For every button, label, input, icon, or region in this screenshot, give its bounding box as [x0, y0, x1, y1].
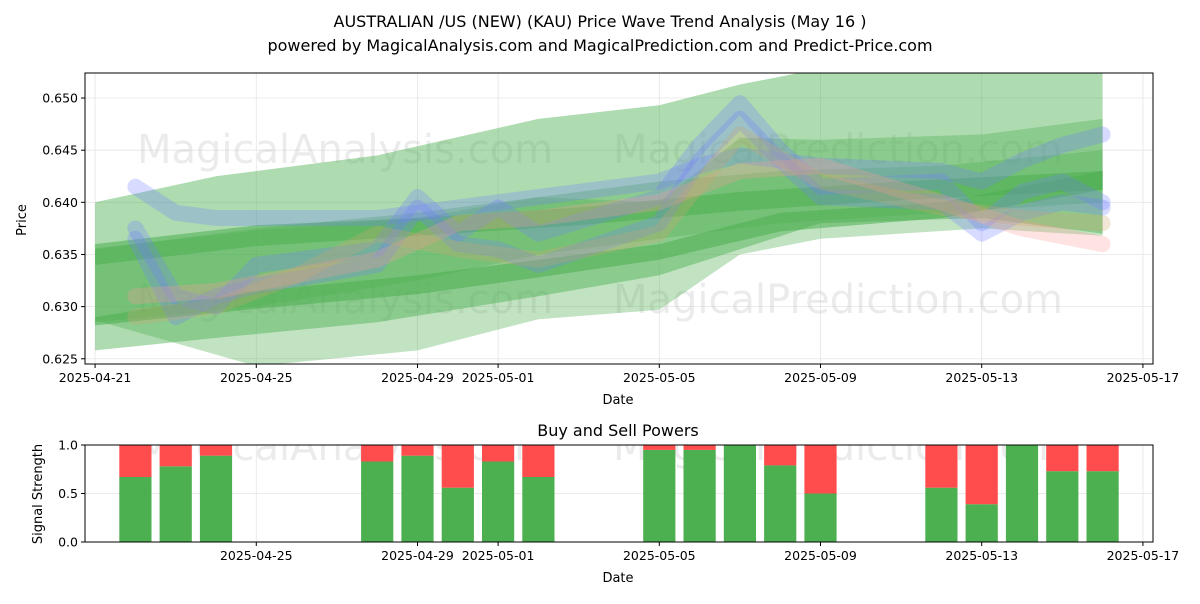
sell-bar [441, 445, 474, 488]
sell-bar [522, 445, 555, 477]
sell-bar [401, 445, 434, 456]
wave-line [127, 126, 1111, 226]
sell-bar [119, 445, 152, 477]
trend-band [95, 171, 1103, 326]
chart-subtitle: powered by MagicalAnalysis.com and Magic… [267, 36, 932, 55]
watermark: MagicalPrediction.com [613, 127, 1063, 173]
buy-bar [522, 477, 555, 542]
top-plot-frame [84, 72, 1154, 365]
top-x-tick-label: 2025-05-13 [945, 370, 1018, 385]
sell-bar [199, 445, 233, 456]
sell-bar [965, 445, 998, 505]
top-xlabel: Date [602, 393, 633, 408]
top-ylabel: Price [15, 204, 30, 236]
signal-plot: MagicalAnalysis.com MagicalPrediction.com… [58, 438, 1180, 564]
buy-bar [199, 455, 233, 542]
buy-bar [764, 465, 797, 542]
wave-line [127, 110, 1111, 326]
top-plot-area: MagicalAnalysis.com MagicalPrediction.com… [95, 73, 1111, 364]
top-x-tick-label: 2025-04-21 [59, 370, 132, 385]
buy-bar [159, 466, 192, 542]
chart-title: AUSTRALIAN /US (NEW) (KAU) Price Wave Tr… [334, 12, 867, 31]
buy-bar [683, 449, 716, 542]
wave-line [127, 157, 1111, 305]
top-y-tick-label: 0.635 [42, 247, 78, 262]
sell-bar [925, 445, 958, 488]
top-x-tick-label: 2025-05-01 [462, 370, 535, 385]
sell-bar [159, 445, 192, 467]
bottom-x-tick-label: 2025-05-17 [1107, 548, 1180, 563]
sell-bar [764, 445, 797, 466]
watermark: MagicalAnalysis.com [137, 127, 553, 173]
top-y-tick-label: 0.630 [42, 299, 78, 314]
buy-bar [804, 493, 837, 542]
buy-bar [643, 449, 676, 542]
buy-bar [1046, 471, 1079, 542]
top-x-tick-label: 2025-05-05 [623, 370, 696, 385]
bottom-xlabel: Date [602, 571, 633, 586]
trend-band [95, 171, 1103, 265]
bottom-y-tick-label: 0.5 [58, 486, 78, 501]
price-plot: MagicalAnalysis.com MagicalPrediction.com… [42, 72, 1180, 385]
bottom-x-tick-label: 2025-05-09 [784, 548, 857, 563]
watermark: MagicalPrediction.com [613, 277, 1063, 323]
wave-line [127, 126, 1111, 326]
bottom-x-tick-label: 2025-05-13 [945, 548, 1018, 563]
bottom-plot-area: MagicalAnalysis.com MagicalPrediction.com [119, 445, 1119, 542]
buy-bar [361, 461, 394, 542]
bottom-x-tick-label: 2025-04-25 [220, 548, 293, 563]
bottom-x-tick-label: 2025-05-01 [462, 548, 535, 563]
buy-bar [723, 445, 756, 542]
buy-bar [965, 504, 998, 542]
sell-bar [804, 445, 837, 494]
buy-bar [441, 487, 474, 542]
sell-bar [643, 445, 676, 450]
bottom-title: Buy and Sell Powers [537, 421, 699, 440]
bottom-y-tick-label: 0.0 [58, 535, 78, 550]
buy-bar [482, 461, 515, 542]
wave-line [127, 95, 1111, 315]
trend-band [95, 118, 1103, 364]
top-x-tick-label: 2025-04-25 [220, 370, 293, 385]
top-y-tick-label: 0.640 [42, 195, 78, 210]
sell-bar [683, 445, 716, 450]
top-x-tick-label: 2025-05-09 [784, 370, 857, 385]
buy-bar [119, 477, 152, 542]
top-y-tick-label: 0.625 [42, 351, 78, 366]
sell-bar [1046, 445, 1079, 472]
top-y-tick-label: 0.650 [42, 91, 78, 106]
buy-bar [1086, 471, 1119, 542]
buy-bar [925, 487, 958, 542]
bottom-x-tick-label: 2025-05-05 [623, 548, 696, 563]
bottom-x-tick-label: 2025-04-29 [381, 548, 454, 563]
sell-bar [1086, 445, 1119, 472]
sell-bar [361, 445, 394, 462]
top-x-tick-label: 2025-05-17 [1107, 370, 1180, 385]
bottom-y-tick-label: 1.0 [58, 438, 78, 453]
buy-bar [401, 455, 434, 542]
top-x-tick-label: 2025-04-29 [381, 370, 454, 385]
top-y-tick-label: 0.645 [42, 143, 78, 158]
bottom-ylabel: Signal Strength [31, 444, 46, 544]
buy-bar [1005, 445, 1039, 542]
sell-bar [482, 445, 515, 462]
